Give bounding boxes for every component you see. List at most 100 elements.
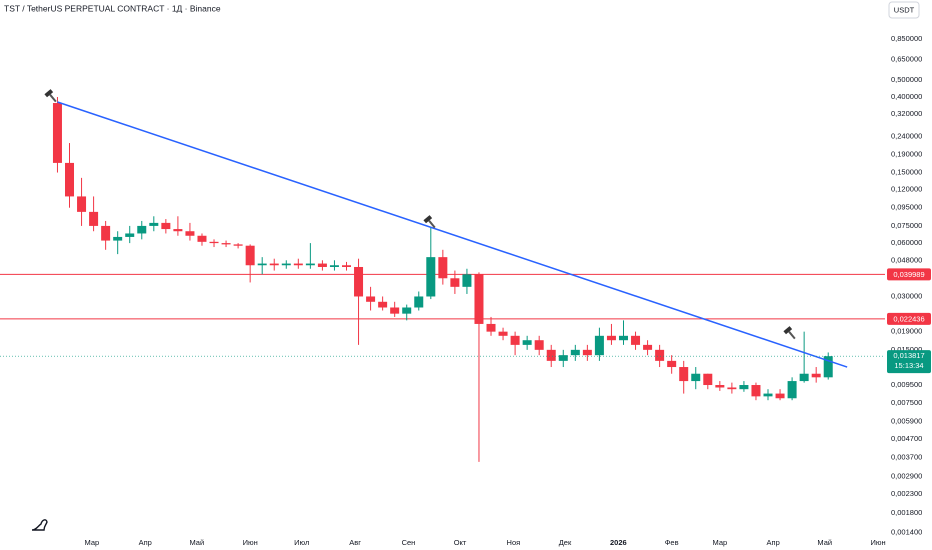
y-tick-label: 0,004700 [891,434,922,443]
candle-body [390,307,400,314]
trendline [57,101,848,368]
y-tick-label: 0,009500 [891,380,922,389]
candle-body [354,266,364,297]
x-tick-label: Фев [665,538,679,547]
x-tick-label: Май [189,538,204,547]
candle-body [643,344,653,350]
candle-body [293,263,303,266]
candle-body [52,103,62,163]
candle-body [799,373,809,382]
candle-body [522,340,532,345]
hammer-icon [783,326,796,340]
candle-body [618,335,628,341]
candle-body [679,367,689,382]
y-tick-label: 0,007500 [891,398,922,407]
plot-area [0,97,885,462]
candle-body [161,222,171,230]
candle-body [185,231,195,236]
x-tick-label: Июн [871,538,886,547]
candle-body [197,235,207,242]
candle-body [558,355,568,361]
x-tick-label: Дек [559,538,572,547]
candle-body [691,373,701,382]
candle-body [305,263,315,266]
candle-body [667,360,677,368]
currency-label[interactable]: USDT [894,5,915,14]
x-tick-label: Сен [402,538,416,547]
x-tick-label: Мар [712,538,727,547]
x-tick-label: Май [817,538,832,547]
candle-body [498,331,508,336]
candle-body [775,393,785,399]
y-tick-label: 0,002900 [891,471,922,480]
y-tick-label: 0,060000 [891,238,922,247]
candle-body [450,278,460,287]
candle-body [438,257,448,279]
x-tick-label: Ноя [507,538,521,547]
x-tick-label: Окт [454,538,467,547]
x-tick-label: Апр [767,538,780,547]
candle-body [570,349,580,356]
candle-body [703,373,713,386]
candle-body [317,263,327,267]
candle-body [534,340,544,350]
level-label: 0,039989 [893,270,924,279]
candle-body [486,323,496,332]
y-tick-label: 0,001400 [891,527,922,536]
candle-body [823,356,833,378]
candle-body [631,335,641,345]
candle-body [149,222,159,226]
candle-body [281,263,291,266]
candle-body [763,393,773,397]
y-tick-label: 0,320000 [891,109,922,118]
y-tick-label: 0,095000 [891,203,922,212]
x-tick-label: Авг [349,538,361,547]
hammer-icon [44,89,57,103]
y-tick-label: 0,400000 [891,92,922,101]
candle-body [546,349,556,361]
y-tick-label: 0,240000 [891,131,922,140]
candle-body [101,225,111,241]
chart-title: TST / TetherUS PERPETUAL CONTRACT · 1Д ·… [4,3,221,13]
countdown-label: 15:13:34 [894,361,923,370]
candle-body [655,349,665,361]
y-tick-label: 0,500000 [891,75,922,84]
level-label: 0,022436 [893,314,924,323]
candle-body [257,263,267,266]
candle-body [113,236,123,241]
y-tick-label: 0,150000 [891,168,922,177]
last-price-label: 0,013817 [893,351,924,360]
last-price-box [887,350,931,374]
y-tick-label: 0,015000 [891,345,922,354]
y-tick-label: 0,002300 [891,489,922,498]
candle-body [787,381,797,399]
candle-body [402,307,412,314]
y-tick-label: 0,120000 [891,185,922,194]
candle-body [606,335,616,341]
candle-body [137,225,147,234]
x-tick-label: Мар [85,538,100,547]
x-tick-label: Июл [294,538,309,547]
y-tick-label: 0,190000 [891,149,922,158]
candle-body [715,385,725,388]
y-tick-label: 0,001800 [891,508,922,517]
candle-body [811,373,821,378]
y-tick-label: 0,005900 [891,417,922,426]
x-tick-label: Апр [139,538,152,547]
level-label-box [887,268,931,281]
candle-body [221,243,231,245]
candle-body [125,233,135,237]
y-tick-label: 0,003700 [891,453,922,462]
candle-body [510,335,520,345]
candle-body [751,385,761,397]
hammer-icon [423,215,436,229]
logo [31,519,48,531]
level-label-box [887,312,931,325]
candle-body [474,274,484,324]
currency-box[interactable] [888,1,920,19]
candle-body [341,265,351,267]
candle-body [269,263,279,266]
annotations [44,89,796,340]
y-tick-label: 0,075000 [891,221,922,230]
